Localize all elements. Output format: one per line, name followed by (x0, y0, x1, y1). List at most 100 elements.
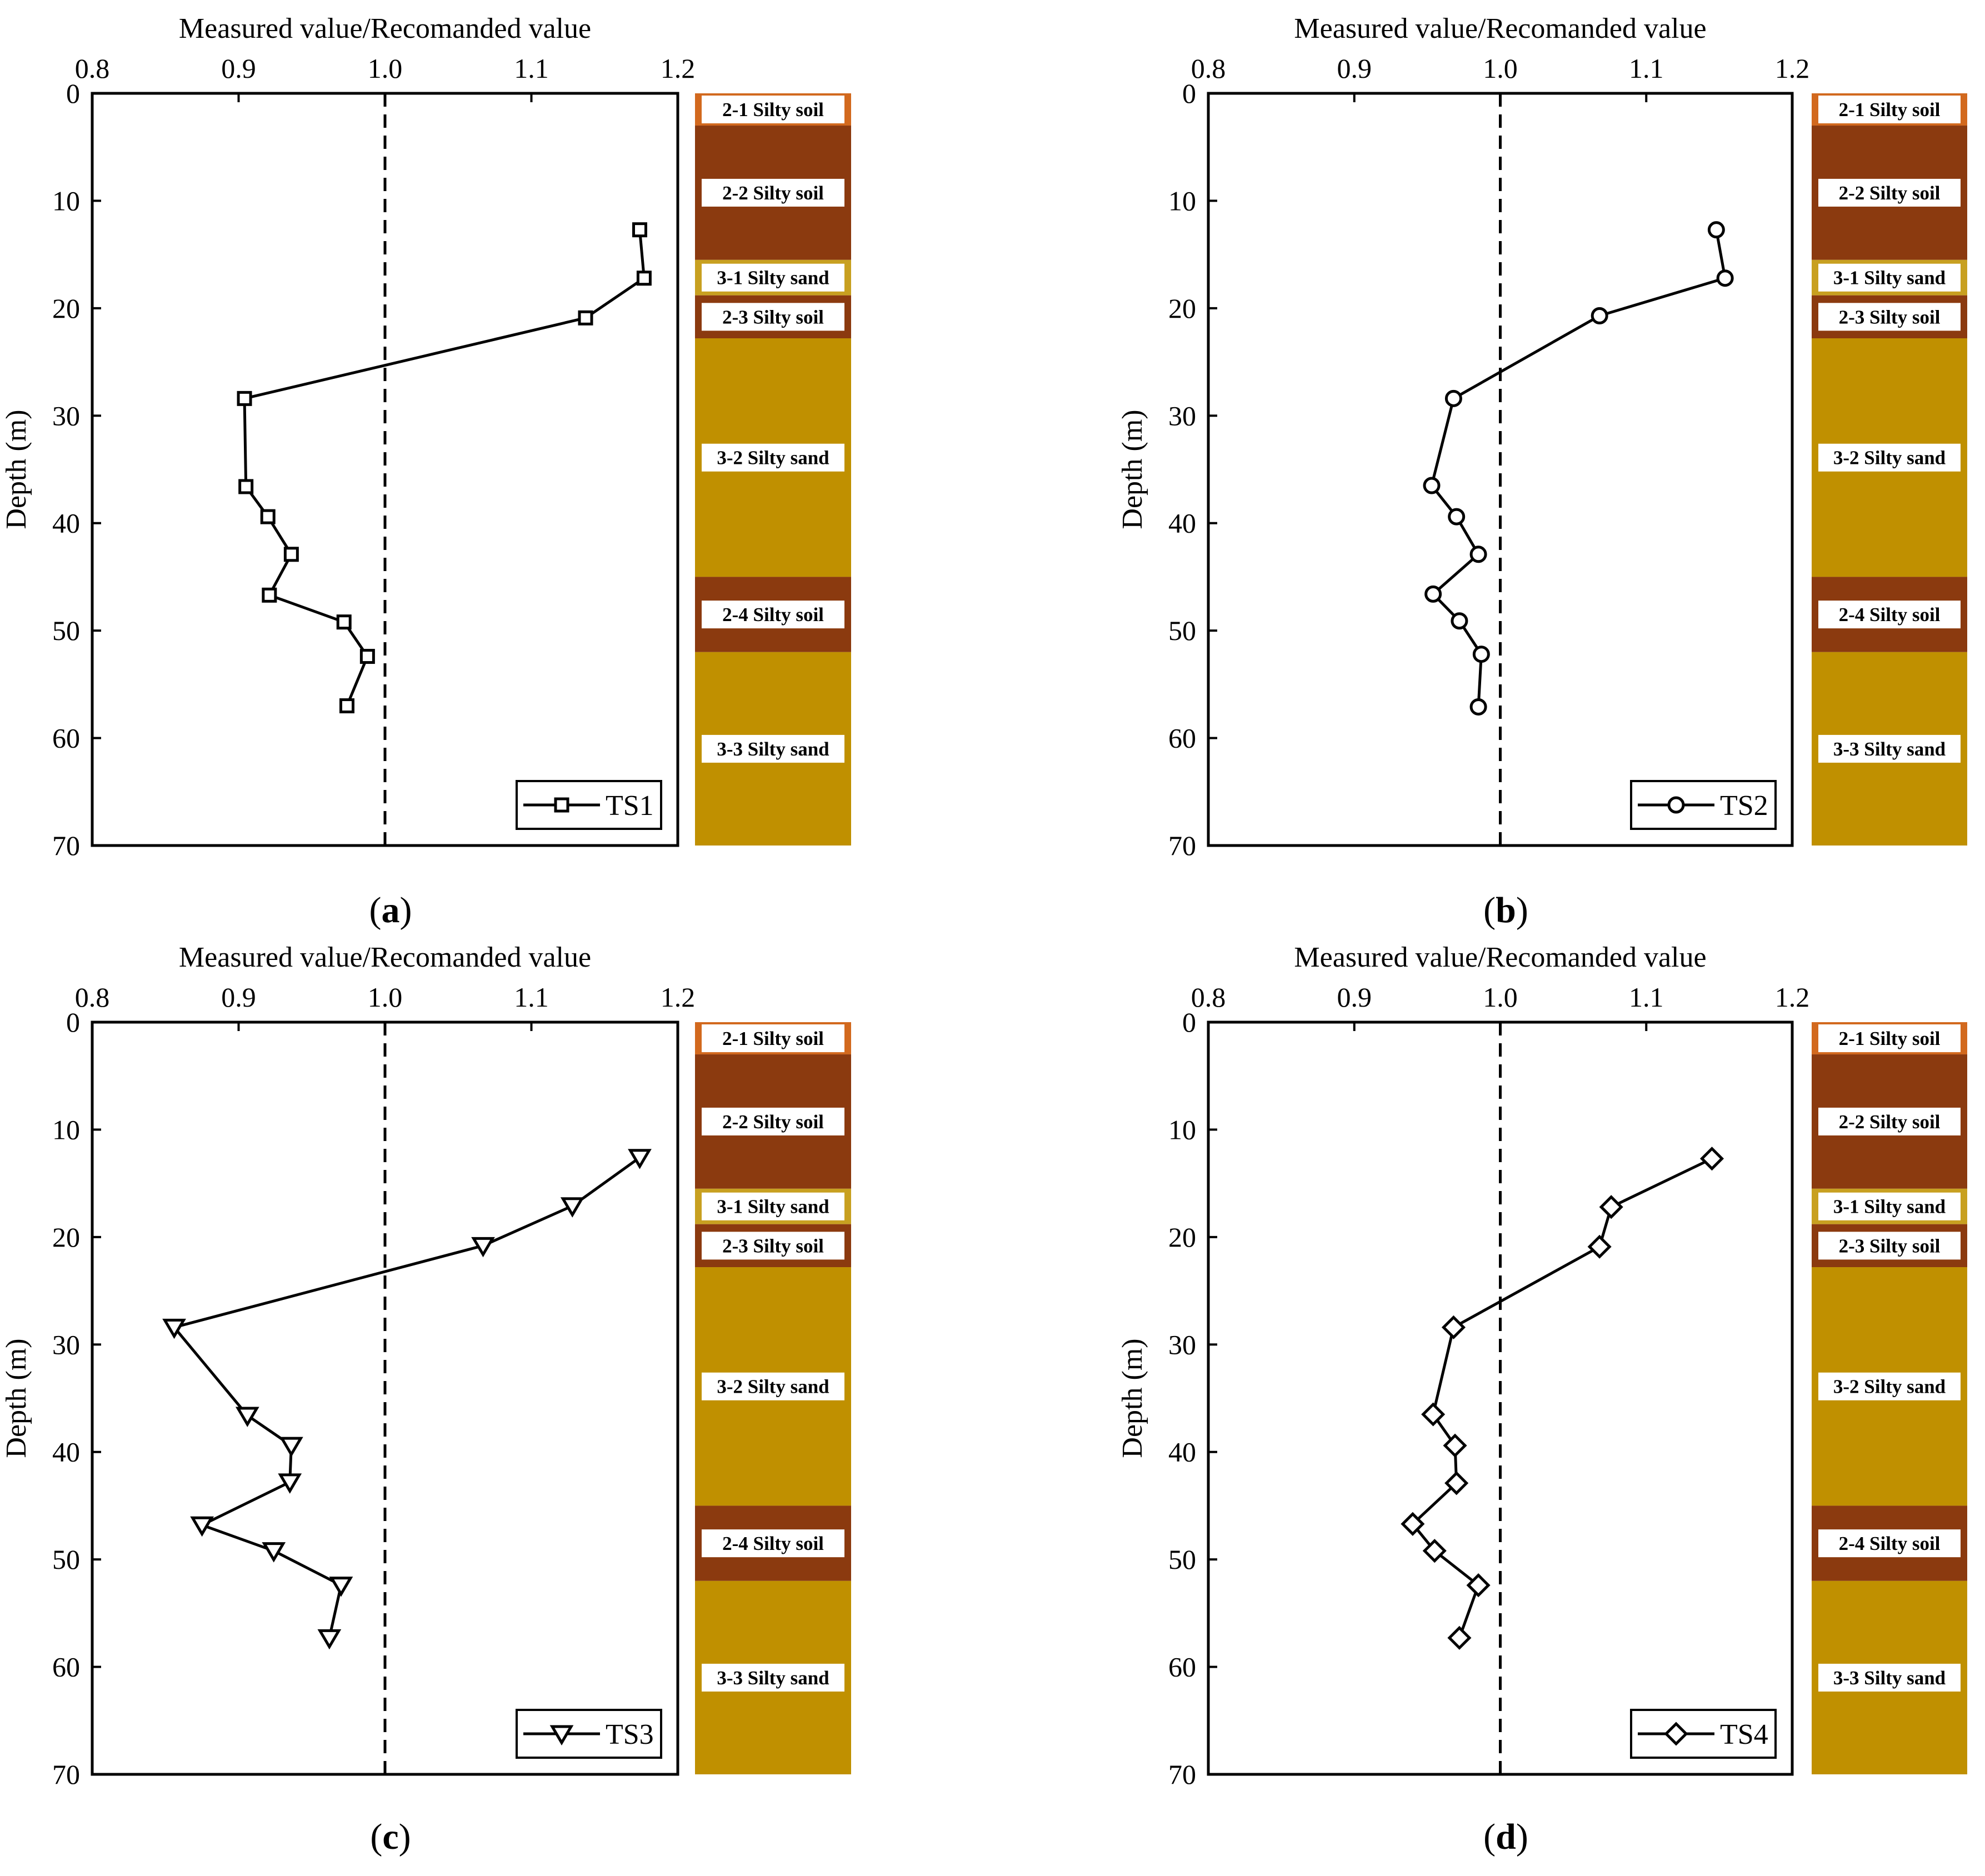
data-point (636, 271, 652, 286)
stratum-label-box (702, 1107, 844, 1135)
y-tick-label: 10 (1168, 185, 1196, 216)
legend: TS3 (516, 1709, 662, 1759)
stratum-label-box (1818, 96, 1961, 124)
data-point (262, 587, 277, 603)
strata-column: 2-1 Silty soil 2-2 Silty soil 3-1 Silty sa… (695, 93, 851, 846)
data-point (1421, 1402, 1446, 1427)
stratum-label-box (702, 734, 844, 763)
stratum-label: 3-2 Silty sand (717, 447, 829, 469)
data-point (628, 1149, 652, 1169)
stratum-label: 3-3 Silty sand (1833, 1667, 1946, 1689)
x-tick-label: 1.1 (514, 982, 549, 1013)
data-point (1707, 221, 1725, 239)
stratum-label: 2-4 Silty soil (1839, 604, 1941, 626)
data-point (1466, 1573, 1491, 1598)
y-tick-label: 20 (1168, 1222, 1196, 1253)
data-point (283, 547, 299, 562)
stratum-label-box (1818, 1232, 1961, 1260)
y-tick-label: 20 (52, 293, 80, 324)
data-point (279, 1437, 303, 1458)
caption-paren: ) (400, 890, 412, 931)
data-point (578, 310, 593, 326)
data-point (359, 649, 375, 664)
y-tick-label: 10 (1168, 1114, 1196, 1145)
stratum-label: 2-4 Silty soil (722, 604, 824, 626)
legend-label: TS2 (1720, 790, 1768, 822)
stratum-label-box (1818, 1529, 1961, 1558)
stratum-label: 2-2 Silty soil (722, 182, 824, 204)
stratum-label: 3-3 Silty sand (717, 1667, 829, 1689)
stratum-label: 2-2 Silty soil (1839, 1111, 1941, 1133)
x-tick-label: 1.0 (368, 982, 403, 1013)
stratum-label-box (1818, 601, 1961, 629)
data-point (336, 614, 352, 630)
stratum-label-box (702, 1232, 844, 1260)
panel-d: 2-1 Silty soil 2-2 Silty soil 3-1 Silty sa… (1117, 942, 1967, 1857)
series-TS3 (162, 1149, 652, 1650)
stratum-label: 2-3 Silty soil (722, 1235, 824, 1257)
y-tick-label: 40 (52, 1437, 80, 1468)
caption-paren: ) (1516, 890, 1528, 931)
series-TS1 (237, 222, 652, 714)
x-tick-label: 1.2 (661, 982, 696, 1013)
y-axis: 0 10 20 30 40 50 60 70 Depth (m) (1, 1007, 101, 1790)
stratum-label: 3-3 Silty sand (1833, 738, 1946, 760)
y-axis-label: Depth (m) (1117, 409, 1148, 529)
stratum-label: 2-2 Silty soil (722, 1111, 824, 1133)
data-point (1469, 698, 1487, 716)
data-point (471, 1237, 495, 1258)
stratum-label-box (1818, 1107, 1961, 1135)
y-tick-label: 10 (52, 185, 80, 216)
data-point (1401, 1512, 1425, 1536)
stratum-label: 2-3 Silty soil (722, 306, 824, 328)
legend: TS1 (516, 780, 662, 830)
x-tick-label: 0.8 (75, 53, 110, 84)
y-tick-label: 50 (52, 1544, 80, 1575)
x-tick-label: 1.0 (368, 53, 403, 84)
stratum-label-box (1818, 178, 1961, 207)
series-line (243, 229, 646, 707)
caption-paren: ) (399, 1817, 411, 1857)
y-tick-label: 0 (1182, 78, 1196, 109)
x-tick-label: 0.9 (221, 53, 256, 84)
stratum-label-box (702, 263, 844, 292)
x-axis-label: Measured value/Recomanded value (179, 13, 591, 44)
stratum-label: 2-1 Silty soil (1839, 99, 1941, 121)
x-tick-label: 1.1 (1629, 982, 1664, 1013)
x-tick-label: 1.2 (661, 53, 696, 84)
caption-paren: ( (370, 1817, 382, 1857)
x-axis: 0.8 0.9 1.0 1.1 1.2 Measured value/Recomanded… (1191, 13, 1809, 102)
x-axis-label: Measured value/Recomanded value (179, 942, 591, 973)
data-point (1443, 1433, 1467, 1458)
strata-column: 2-1 Silty soil 2-2 Silty soil 3-1 Silty sa… (1812, 93, 1967, 846)
data-point (235, 1407, 259, 1427)
data-point (1451, 612, 1468, 630)
stratum-label-box (702, 1663, 844, 1692)
x-tick-label: 0.9 (1337, 53, 1372, 84)
data-point (329, 1577, 353, 1597)
y-axis-label: Depth (m) (1117, 1338, 1148, 1458)
caption-paren: ( (369, 890, 382, 931)
y-axis: 0 10 20 30 40 50 60 70 Depth (m) (1117, 78, 1217, 861)
legend: TS2 (1630, 780, 1777, 830)
x-tick-label: 1.0 (1483, 982, 1518, 1013)
data-point (1587, 1234, 1612, 1259)
x-axis-label: Measured value/Recomanded value (1294, 942, 1706, 973)
panel-caption: (d) (1483, 1817, 1528, 1857)
stratum-label-box (1818, 1663, 1961, 1692)
data-point (162, 1318, 186, 1339)
stratum-label-box (702, 1192, 844, 1220)
data-point (1472, 646, 1490, 663)
stratum-label: 3-1 Silty sand (1833, 267, 1946, 289)
stratum-label-box (702, 1372, 844, 1400)
caption-paren: ( (1483, 1817, 1496, 1857)
y-tick-label: 50 (1168, 615, 1196, 646)
y-tick-label: 60 (52, 723, 80, 754)
x-tick-label: 1.0 (1483, 53, 1518, 84)
stratum-label-box (1818, 734, 1961, 763)
data-point (1716, 269, 1734, 287)
panel-caption: (c) (370, 1817, 411, 1857)
data-point (560, 1197, 584, 1218)
data-point (237, 391, 252, 406)
stratum-label-box (702, 601, 844, 629)
